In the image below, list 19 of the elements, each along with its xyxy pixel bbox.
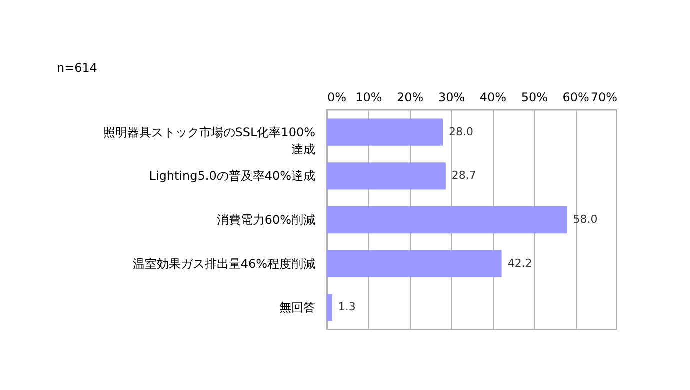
y-tick-label: 温室効果ガス排出量46%程度削減	[132, 256, 316, 271]
y-tick-label: 消費電力60%削減	[216, 213, 316, 227]
x-tick-label: 40%	[480, 90, 507, 104]
x-tick-label: 50%	[521, 90, 548, 104]
x-tick-label: 10%	[356, 90, 382, 104]
text: n=614	[57, 61, 98, 75]
x-tick-label: 60%	[562, 90, 590, 104]
data-label: 28.7	[452, 169, 476, 182]
y-tick-label: Lighting5.0の普及率40%達成	[149, 169, 316, 184]
x-tick-label: 70%	[590, 90, 618, 104]
data-label: 1.3	[338, 300, 356, 314]
x-tick-label: 30%	[438, 90, 466, 104]
data-label: 28.0	[449, 125, 474, 138]
y-tick-label: 無回答	[280, 300, 316, 315]
y-tick-label: 照明器具ストック市場のSSL化率100%達成	[103, 125, 316, 156]
x-tick-label: 0%	[328, 90, 347, 104]
data-label: 58.0	[573, 213, 598, 226]
x-tick-label: 20%	[397, 90, 424, 104]
data-label: 42.2	[508, 256, 532, 270]
